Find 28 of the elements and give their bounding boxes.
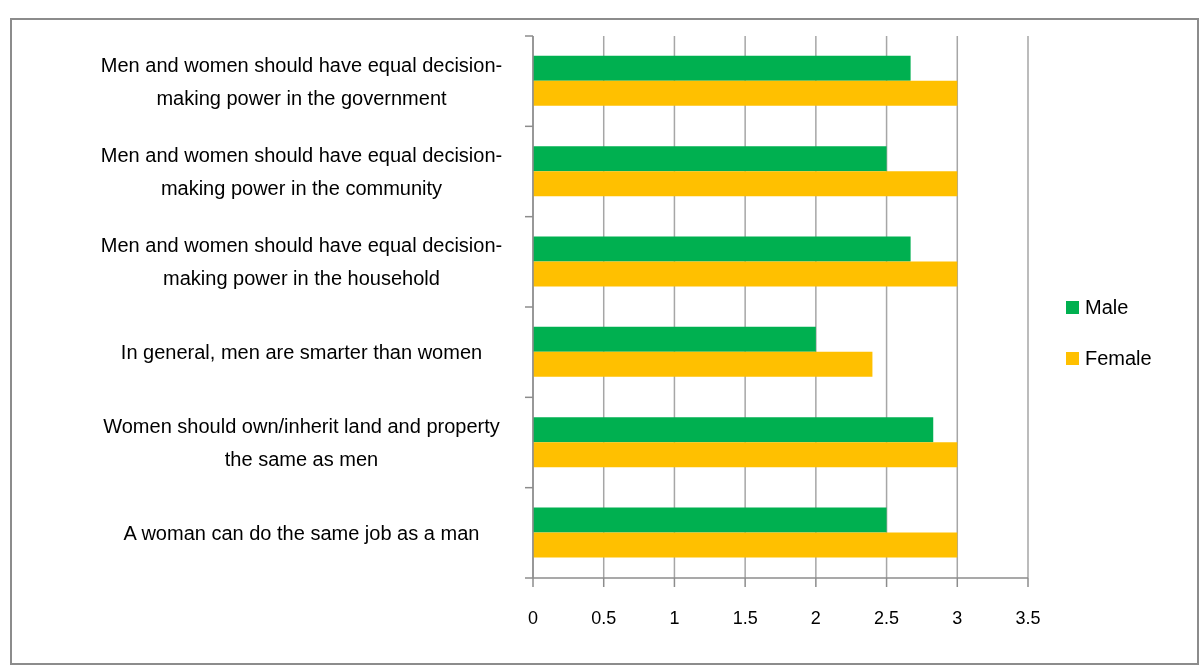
bar <box>533 507 887 533</box>
x-tick-label: 0.5 <box>591 607 617 628</box>
x-tick-label: 2.5 <box>874 607 900 628</box>
y-tick-label: Men and women should have equal decision-making power in the community <box>100 144 503 199</box>
x-tick-label: 1.5 <box>732 607 758 628</box>
bar <box>533 261 958 287</box>
y-tick-label: A woman can do the same job as a man <box>123 521 480 544</box>
bar <box>533 55 911 81</box>
y-tick-label: Men and women should have equal decision-making power in the government <box>100 53 503 109</box>
x-tick-label: 3.5 <box>1015 607 1041 628</box>
bar <box>533 236 911 262</box>
legend-label: Male <box>1085 295 1129 319</box>
x-tick-label: 1 <box>669 607 680 628</box>
x-tick-label: 3 <box>952 607 963 628</box>
bar <box>533 532 958 558</box>
bar <box>533 417 934 443</box>
bar <box>533 351 873 377</box>
bar <box>533 326 816 352</box>
y-tick-label: Men and women should have equal decision-making power in the household <box>100 234 503 290</box>
x-tick-label: 2 <box>810 607 821 628</box>
legend-label: Female <box>1085 346 1152 370</box>
bar <box>533 171 958 197</box>
y-tick-label: Women should own/inherit land and property the same as men <box>103 415 500 470</box>
bar <box>533 80 958 106</box>
y-tick-label: In general, men are smarter than women <box>120 341 483 364</box>
bar <box>533 146 887 172</box>
x-tick-label: 0 <box>527 607 539 628</box>
bar <box>533 442 958 468</box>
